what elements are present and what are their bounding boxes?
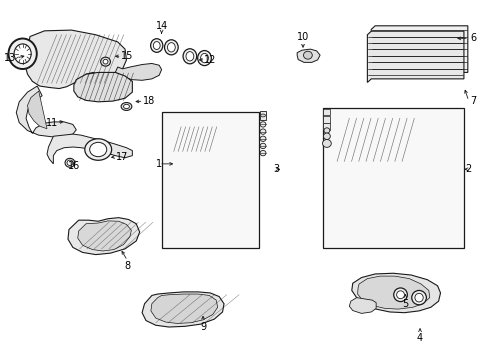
Text: 12: 12	[204, 55, 216, 65]
Polygon shape	[167, 170, 211, 195]
Text: 1: 1	[156, 159, 162, 169]
Text: 18: 18	[143, 96, 155, 106]
Ellipse shape	[260, 122, 265, 127]
Polygon shape	[332, 149, 405, 176]
Ellipse shape	[393, 288, 407, 302]
Text: 13: 13	[4, 53, 17, 63]
Bar	[161, 112, 259, 248]
Ellipse shape	[150, 39, 163, 52]
Ellipse shape	[84, 139, 111, 160]
Text: 9: 9	[200, 322, 206, 332]
Polygon shape	[68, 218, 140, 255]
Ellipse shape	[260, 114, 265, 117]
Text: 17: 17	[116, 152, 128, 162]
Ellipse shape	[153, 41, 160, 49]
Ellipse shape	[185, 51, 193, 61]
Polygon shape	[25, 30, 126, 89]
Ellipse shape	[8, 39, 37, 69]
Ellipse shape	[323, 133, 330, 139]
Ellipse shape	[260, 136, 265, 141]
Ellipse shape	[101, 57, 110, 66]
Text: 7: 7	[469, 96, 476, 106]
Polygon shape	[47, 134, 132, 164]
Polygon shape	[151, 294, 217, 323]
Text: 15: 15	[121, 51, 133, 61]
Text: 14: 14	[155, 21, 167, 31]
Polygon shape	[366, 31, 463, 82]
Polygon shape	[297, 49, 320, 62]
Bar	[322, 108, 463, 248]
Ellipse shape	[260, 129, 265, 134]
Text: 11: 11	[46, 118, 58, 128]
Ellipse shape	[324, 128, 329, 133]
Polygon shape	[332, 118, 410, 162]
Polygon shape	[142, 292, 224, 327]
Ellipse shape	[200, 53, 208, 63]
Bar	[323, 109, 330, 116]
Bar	[260, 111, 265, 120]
Ellipse shape	[103, 59, 108, 64]
Bar	[323, 116, 330, 123]
Polygon shape	[323, 162, 339, 174]
Text: 6: 6	[469, 33, 476, 43]
Ellipse shape	[197, 50, 211, 66]
Polygon shape	[27, 91, 47, 129]
Ellipse shape	[123, 104, 129, 109]
Text: 10: 10	[296, 32, 308, 41]
Ellipse shape	[183, 49, 196, 64]
Ellipse shape	[260, 143, 265, 149]
Polygon shape	[78, 221, 131, 251]
Ellipse shape	[67, 160, 73, 166]
Ellipse shape	[260, 150, 265, 156]
Polygon shape	[170, 126, 214, 153]
Text: 8: 8	[124, 261, 130, 271]
Polygon shape	[16, 86, 76, 137]
Text: 5: 5	[402, 299, 407, 309]
Text: 3: 3	[273, 164, 279, 174]
Text: 4: 4	[416, 333, 422, 343]
Ellipse shape	[414, 293, 422, 302]
Polygon shape	[351, 273, 440, 313]
Polygon shape	[115, 63, 161, 80]
Bar	[323, 123, 330, 130]
Ellipse shape	[65, 158, 75, 167]
Polygon shape	[348, 298, 375, 314]
Polygon shape	[370, 26, 467, 76]
Text: 16: 16	[67, 161, 80, 171]
Ellipse shape	[89, 142, 106, 157]
Ellipse shape	[396, 291, 404, 299]
Ellipse shape	[411, 291, 426, 305]
Ellipse shape	[14, 44, 31, 64]
Ellipse shape	[164, 40, 178, 55]
Ellipse shape	[167, 42, 175, 52]
Ellipse shape	[303, 51, 312, 59]
Text: 2: 2	[465, 164, 471, 174]
Polygon shape	[168, 149, 214, 173]
Ellipse shape	[322, 139, 330, 147]
Polygon shape	[357, 276, 429, 309]
Polygon shape	[74, 72, 132, 102]
Ellipse shape	[121, 103, 132, 111]
